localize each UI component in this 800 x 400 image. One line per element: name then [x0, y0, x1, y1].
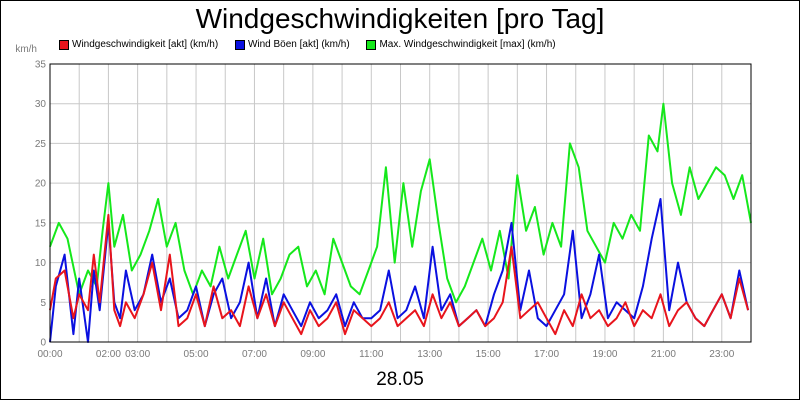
x-tick-label: 15:00	[476, 349, 501, 360]
x-tick-label: 13:00	[417, 349, 442, 360]
chart-title: Windgeschwindigkeiten [pro Tag]	[195, 3, 605, 34]
x-tick-label: 02:00	[96, 349, 121, 360]
y-tick-label: 30	[35, 99, 47, 110]
y-tick-label: 20	[35, 179, 47, 190]
legend-label-gusts: Wind Böen [akt] (km/h)	[247, 39, 350, 50]
y-tick-label: 35	[35, 60, 47, 71]
legend-item-max-wind: Max. Windgeschwindigkeit [max] (km/h)	[366, 39, 556, 50]
x-tick-label: 23:00	[709, 349, 734, 360]
y-axis-ticks: 0 5 10 15 20 25 30 35	[35, 60, 47, 349]
y-tick-label: 0	[40, 338, 46, 349]
series-line-wind-speed	[49, 213, 750, 336]
legend-label-max-wind: Max. Windgeschwindigkeit [max] (km/h)	[379, 39, 556, 50]
x-tick-label: 00:00	[37, 349, 62, 360]
x-tick-label: 03:00	[125, 349, 150, 360]
legend: Windgeschwindigkeit [akt] (km/h) Wind Bö…	[59, 39, 570, 53]
y-tick-label: 10	[35, 258, 47, 269]
legend-swatch-blue	[234, 39, 245, 50]
y-tick-label: 25	[35, 139, 47, 150]
legend-swatch-red	[59, 39, 69, 50]
date-label: 28.05	[376, 369, 424, 390]
x-tick-label: 21:00	[651, 349, 676, 360]
x-tick-label: 05:00	[184, 349, 209, 360]
series-line-max-wind	[49, 102, 752, 304]
y-tick-label: 5	[40, 298, 46, 309]
x-tick-label: 07:00	[242, 349, 267, 360]
x-tick-label: 09:00	[300, 349, 325, 360]
legend-swatch-green	[366, 39, 377, 50]
legend-item-wind-speed: Windgeschwindigkeit [akt] (km/h)	[59, 39, 218, 50]
x-tick-label: 17:00	[534, 349, 559, 360]
legend-label-wind-speed: Windgeschwindigkeit [akt] (km/h)	[72, 39, 219, 50]
x-tick-label: 11:00	[359, 349, 384, 360]
plot-border	[49, 63, 752, 343]
x-axis-ticks: 00:00 02:00 03:00 05:00 07:00 09:00 11:00 13:00…	[37, 349, 734, 360]
series-layer	[49, 102, 752, 343]
y-axis-unit: km/h	[15, 44, 37, 55]
x-tick-label: 19:00	[592, 349, 617, 360]
y-tick-label: 15	[35, 218, 47, 229]
legend-item-gusts: Wind Böen [akt] (km/h)	[234, 39, 350, 50]
